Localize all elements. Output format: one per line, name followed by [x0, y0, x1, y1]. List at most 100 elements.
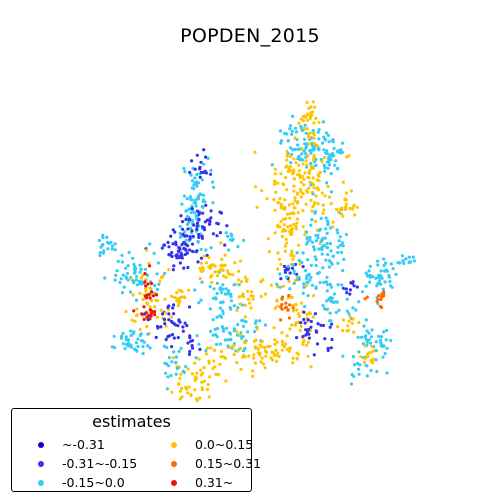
map-point	[235, 308, 239, 312]
map-point	[280, 303, 284, 307]
map-point	[251, 369, 255, 373]
map-point	[226, 292, 230, 296]
legend-label-5: 0.15~0.31	[195, 456, 262, 471]
map-point	[131, 256, 135, 260]
map-point	[348, 315, 352, 319]
map-point	[315, 342, 320, 346]
map-point	[351, 355, 355, 359]
map-point	[336, 167, 340, 171]
map-point	[304, 328, 308, 332]
map-point	[319, 247, 323, 251]
map-point	[176, 366, 180, 370]
map-point	[296, 147, 300, 151]
map-point	[331, 140, 335, 144]
map-point	[245, 279, 249, 283]
map-point	[321, 323, 326, 328]
map-point	[306, 294, 310, 298]
map-point	[323, 337, 327, 341]
map-point	[341, 214, 345, 218]
map-point	[167, 356, 171, 360]
map-point	[187, 385, 191, 389]
map-point	[307, 136, 311, 140]
map-point	[235, 333, 239, 337]
map-point	[118, 280, 122, 285]
map-point	[330, 337, 334, 342]
map-point	[325, 289, 329, 293]
map-point	[293, 323, 297, 327]
map-point	[239, 367, 243, 371]
map-point	[212, 185, 216, 189]
map-point	[141, 345, 145, 349]
map-point	[211, 201, 215, 205]
map-point	[221, 287, 225, 291]
map-point	[154, 298, 158, 302]
map-point	[363, 297, 367, 301]
map-point	[312, 133, 316, 137]
map-point	[301, 225, 305, 229]
map-point	[382, 257, 386, 261]
map-point	[124, 309, 128, 314]
map-point	[213, 264, 217, 268]
map-point	[282, 264, 286, 268]
map-point	[182, 194, 186, 198]
map-point	[110, 247, 114, 251]
map-point	[302, 285, 306, 289]
map-point	[314, 116, 318, 120]
map-point	[135, 313, 139, 317]
map-point	[295, 251, 299, 255]
map-point	[204, 155, 208, 159]
map-point	[377, 334, 381, 338]
map-point	[154, 293, 159, 297]
map-point	[324, 258, 328, 262]
map-point	[253, 330, 257, 334]
map-point	[167, 253, 171, 257]
map-point	[329, 319, 333, 323]
map-point	[297, 163, 301, 167]
map-point	[200, 386, 204, 390]
map-point	[192, 223, 196, 227]
map-point	[309, 148, 313, 152]
map-point	[344, 191, 348, 195]
map-point	[290, 249, 294, 253]
map-point	[136, 345, 140, 349]
map-point	[131, 279, 136, 283]
map-point	[182, 246, 186, 250]
map-point	[246, 330, 250, 334]
map-point	[351, 306, 355, 310]
map-point	[385, 371, 389, 375]
map-point	[370, 328, 374, 332]
map-point	[188, 170, 192, 175]
map-point	[215, 234, 219, 238]
map-point	[237, 278, 241, 282]
map-point	[266, 344, 270, 349]
map-point	[156, 326, 160, 330]
map-point	[299, 117, 303, 121]
map-point	[227, 248, 231, 252]
map-point	[285, 150, 289, 154]
map-point	[296, 143, 300, 147]
map-point	[200, 236, 204, 240]
map-point	[329, 285, 334, 289]
map-point	[353, 363, 357, 367]
map-point	[128, 343, 132, 347]
map-point	[143, 280, 147, 284]
map-point	[389, 284, 393, 288]
map-point	[329, 226, 333, 230]
map-point	[221, 309, 225, 313]
legend-marker-1	[38, 442, 44, 448]
map-point	[121, 331, 125, 336]
map-point	[171, 356, 175, 360]
legend-item-4: 0.0~0.15	[171, 437, 253, 453]
map-point	[189, 173, 193, 177]
map-point	[124, 335, 128, 339]
map-point	[354, 308, 358, 312]
map-point	[209, 172, 213, 176]
map-point	[323, 236, 327, 240]
map-point	[186, 391, 190, 395]
map-point	[177, 349, 181, 353]
map-point	[383, 269, 387, 273]
map-point	[247, 354, 251, 358]
map-point	[330, 262, 334, 266]
map-point	[146, 318, 150, 322]
map-point	[288, 165, 293, 169]
